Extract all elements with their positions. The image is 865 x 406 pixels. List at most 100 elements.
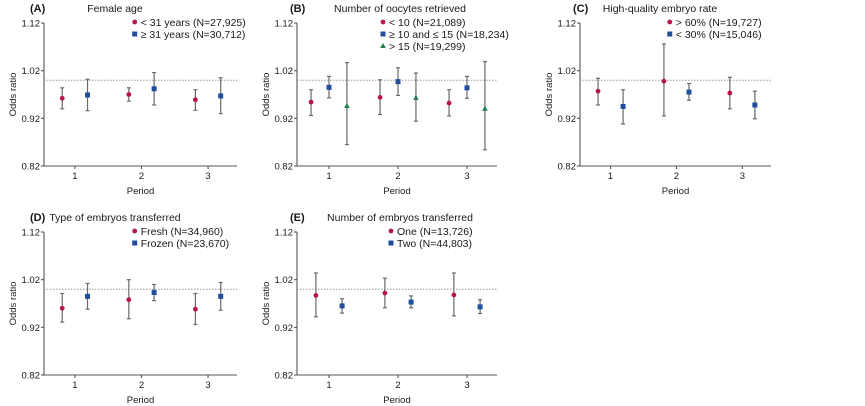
data-point-group [218,77,224,115]
x-tick-label: 2 [395,171,400,182]
data-point-group [151,71,157,106]
data-point-group [620,89,626,125]
x-tick-label: 1 [608,171,613,182]
x-axis-label: Period [127,395,154,406]
data-point-group [477,299,483,315]
data-point-group [126,279,132,320]
data-point-group [408,295,414,309]
y-tick-label: 1.12 [22,19,41,30]
panel-title: Type of embryos transferred [49,212,180,224]
data-point-group [59,292,65,323]
panel-title: High-quality embryo rate [603,3,718,15]
data-point-group [727,76,733,110]
y-tick-label: 0.92 [275,323,294,334]
legend-label: < 10 (N=21,089) [389,17,465,29]
data-point-circle [377,94,383,100]
data-point-group [218,281,224,311]
x-tick-label: 2 [139,380,144,391]
data-point-group [192,89,198,111]
data-point-group [752,90,758,120]
data-point-group [339,298,345,314]
x-tick-label: 3 [205,380,210,391]
panel-letter: (E) [290,212,305,224]
x-tick-label: 1 [326,380,331,391]
data-point-group [85,282,91,310]
y-tick-label: 0.92 [22,323,41,334]
chart-panel-d: (D) Type of embryos transferred 0.82 0.92 1.… [8,212,237,406]
panel-title: Number of oocytes retrieved [334,3,466,15]
x-tick-label: 1 [72,171,77,182]
data-point-circle [308,99,314,105]
legend-marker-square [380,31,386,37]
y-tick-label: 0.92 [22,114,41,125]
data-point-group [192,292,198,326]
data-point-group [151,283,157,302]
y-tick-label: 0.82 [22,371,41,382]
legend-item: One (N=13,726) [388,226,473,238]
y-tick-label: 1.02 [22,275,41,286]
y-axis-label: Odds ratio [544,73,555,117]
data-point-group [595,77,601,106]
legend-label: ≥ 10 and ≤ 15 (N=18,234) [389,29,509,41]
data-point-square [752,102,758,108]
legend-label: > 60% (N=19,727) [676,17,762,29]
data-point-square [218,293,224,299]
data-point-group [344,61,350,146]
legend-label: Fresh (N=34,960) [141,226,224,238]
legend-item: Frozen (N=23,670) [132,238,229,250]
data-point-circle [595,88,601,94]
legend-item: > 15 (N=19,299) [380,41,465,53]
x-axis-label: Period [662,186,689,197]
data-point-group [446,89,452,117]
data-point-circle [727,90,733,96]
data-point-square [477,304,483,310]
panel-title: Number of embryos transferred [327,212,473,224]
x-tick-label: 2 [139,171,144,182]
x-tick-label: 3 [740,171,745,182]
data-point-group [482,61,488,151]
y-tick-label: 1.02 [275,275,294,286]
data-point-group [377,79,383,116]
legend-label: Two (N=44,803) [397,238,472,250]
x-tick-label: 3 [464,171,469,182]
y-tick-label: 0.92 [558,114,577,125]
data-point-square [326,84,332,90]
chart-panel-c: (C) High-quality embryo rate 0.82 0.92 1.02 1… [544,3,771,197]
data-point-circle [451,292,457,298]
data-point-group [326,75,332,99]
chart-panel-a: (A) Female age 0.82 0.92 1.02 1.12 1 2 3 Period Od… [8,3,246,197]
y-tick-label: 0.82 [558,162,577,173]
data-point-square [395,79,401,85]
legend-label: < 30% (N=15,046) [676,29,762,41]
data-point-circle [59,305,65,311]
data-point-square [339,303,345,309]
data-point-square [620,103,626,109]
data-point-group [686,82,692,101]
x-tick-label: 2 [395,380,400,391]
data-point-circle [59,95,65,101]
data-point-square [686,89,692,95]
chart-panel-b: (B) Number of oocytes retrieved 0.82 0.92 1.… [261,3,509,197]
data-point-square [85,293,91,299]
data-point-triangle [482,105,488,111]
data-point-square [151,290,157,296]
data-point-group [661,43,667,117]
legend-item: ≥ 31 years (N=30,712) [132,29,245,41]
data-point-triangle [413,94,419,100]
data-point-circle [313,292,319,298]
y-axis-label: Odds ratio [261,73,272,117]
data-point-group [308,89,314,117]
legend-label: One (N=13,726) [397,226,473,238]
legend-marker-circle [667,19,673,25]
y-axis-label: Odds ratio [261,282,272,326]
x-tick-label: 3 [464,380,469,391]
y-tick-label: 1.02 [558,66,577,77]
data-point-group [395,67,401,97]
legend-marker-square [388,240,394,246]
y-tick-label: 1.12 [22,228,41,239]
panel-title: Female age [87,3,143,15]
legend-marker-circle [380,19,386,25]
data-point-group [382,277,388,309]
data-point-group [451,272,457,317]
data-point-circle [661,78,667,84]
